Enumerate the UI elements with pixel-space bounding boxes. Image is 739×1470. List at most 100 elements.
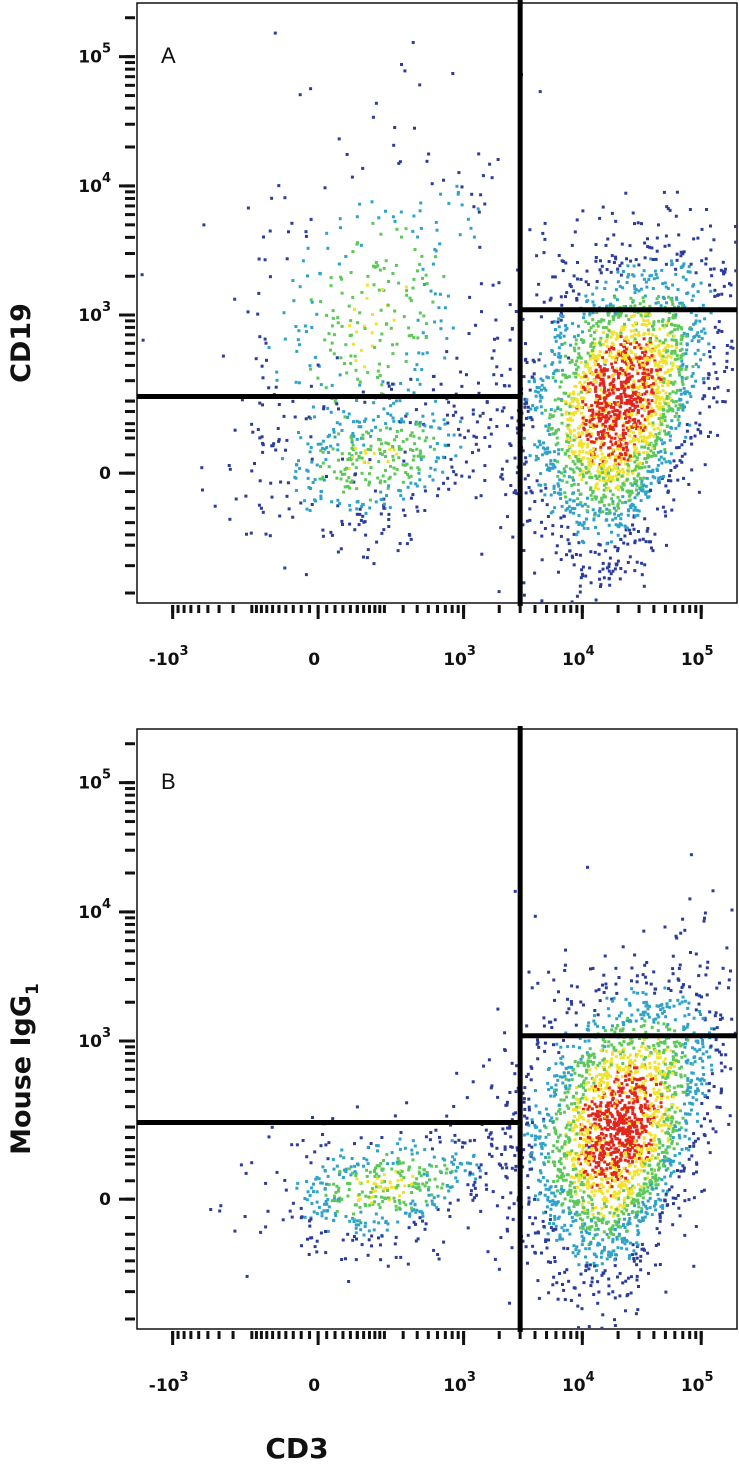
event-dot-2 [639, 397, 642, 401]
event-dot-2 [663, 281, 667, 285]
event-dot-2 [702, 381, 706, 385]
event-dot-1 [452, 433, 456, 437]
event-dot-2 [728, 282, 731, 286]
event-dot-2 [562, 514, 566, 518]
event-dot-2 [602, 483, 606, 487]
event-dot-2 [648, 340, 652, 344]
event-dot-1 [587, 1114, 591, 1118]
event-dot-1 [256, 428, 260, 431]
event-dot-1 [642, 1057, 646, 1061]
event-dot-0 [367, 1238, 371, 1242]
event-dot-2 [626, 561, 630, 564]
event-dot-2 [657, 365, 661, 369]
event-dot-2 [595, 280, 599, 283]
event-dot-2 [623, 322, 626, 326]
event-dot-2 [667, 295, 671, 299]
event-dot-2 [650, 399, 654, 403]
event-dot-0 [418, 83, 422, 87]
event-dot-2 [546, 376, 550, 380]
event-dot-0 [490, 1144, 494, 1148]
event-dot-0 [373, 1200, 377, 1204]
event-dot-1 [306, 442, 310, 446]
event-dot-1 [340, 452, 344, 456]
event-dot-2 [565, 437, 569, 441]
event-dot-2 [551, 532, 555, 536]
event-dot-2 [611, 426, 615, 430]
event-dot-2 [632, 527, 636, 531]
event-dot-2 [621, 432, 625, 435]
event-dot-0 [473, 1186, 477, 1190]
event-dot-1 [201, 488, 204, 492]
event-dot-2 [586, 438, 590, 441]
event-dot-2 [651, 421, 655, 425]
event-dot-2 [644, 417, 648, 421]
event-dot-1 [536, 1279, 540, 1283]
event-dot-2 [572, 499, 576, 503]
event-dot-0 [352, 1220, 356, 1223]
event-dot-2 [596, 363, 600, 367]
event-dot-0 [329, 348, 332, 352]
event-dot-1 [645, 1207, 649, 1211]
event-dot-0 [338, 373, 342, 377]
event-dot-2 [629, 459, 633, 462]
event-dot-1 [678, 1002, 682, 1006]
event-dot-2 [499, 526, 503, 530]
event-dot-2 [522, 581, 526, 585]
event-dot-2 [599, 370, 603, 374]
event-dot-0 [416, 235, 420, 239]
event-dot-0 [460, 1145, 464, 1149]
event-dot-1 [566, 1090, 570, 1094]
event-dot-2 [548, 413, 552, 417]
event-dot-2 [645, 285, 649, 289]
event-dot-2 [633, 353, 637, 357]
event-dot-1 [614, 1166, 617, 1170]
event-dot-0 [415, 1177, 419, 1181]
event-dot-2 [694, 421, 698, 425]
event-dot-1 [435, 456, 439, 460]
event-dot-2 [644, 350, 648, 354]
event-dot-0 [414, 1239, 418, 1243]
event-dot-2 [650, 368, 654, 372]
event-dot-2 [620, 261, 624, 265]
event-dot-2 [611, 410, 615, 414]
event-dot-0 [355, 330, 359, 334]
event-dot-0 [329, 410, 333, 414]
event-dot-2 [589, 334, 593, 338]
event-dot-1 [666, 1066, 669, 1070]
event-dot-0 [370, 1244, 373, 1248]
event-dot-1 [590, 1225, 594, 1229]
event-dot-0 [370, 344, 374, 348]
event-dot-2 [605, 402, 609, 406]
event-dot-2 [629, 329, 633, 333]
event-dot-0 [299, 1216, 303, 1220]
event-dot-2 [646, 328, 650, 332]
event-dot-1 [409, 537, 413, 541]
event-dot-2 [674, 426, 678, 430]
event-dot-1 [608, 1074, 612, 1078]
event-dot-1 [584, 1229, 588, 1233]
event-dot-1 [704, 973, 708, 977]
event-dot-1 [664, 1168, 668, 1172]
event-dot-2 [568, 549, 572, 553]
event-dot-0 [396, 1179, 400, 1183]
event-dot-2 [601, 415, 605, 419]
event-dot-1 [370, 429, 374, 433]
event-dot-1 [712, 1085, 716, 1088]
event-dot-1 [599, 1107, 602, 1111]
event-dot-2 [574, 371, 578, 375]
event-dot-0 [428, 1163, 432, 1167]
event-dot-2 [614, 422, 618, 426]
event-dot-2 [617, 315, 621, 319]
event-dot-1 [611, 1224, 615, 1228]
event-dot-2 [681, 403, 685, 407]
event-dot-2 [530, 418, 534, 422]
event-dot-2 [557, 397, 561, 401]
event-dot-2 [567, 394, 571, 398]
event-dot-0 [384, 259, 388, 263]
event-dot-1 [630, 1080, 634, 1084]
event-dot-2 [659, 378, 663, 381]
event-dot-1 [667, 987, 671, 991]
event-dot-2 [678, 301, 682, 305]
event-dot-1 [348, 456, 351, 460]
event-dot-1 [586, 1052, 590, 1056]
